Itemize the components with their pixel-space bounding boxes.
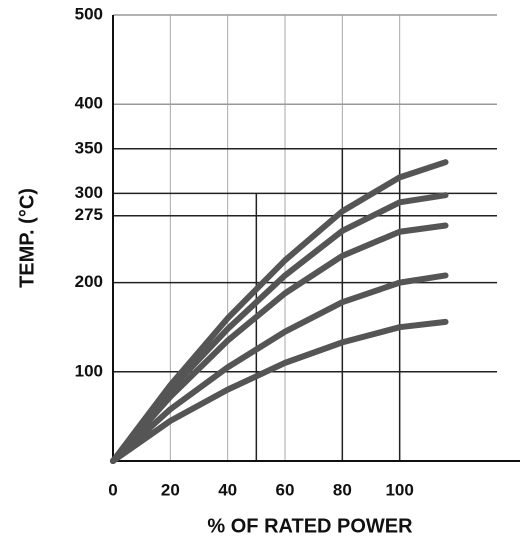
y-tick-label: 300 bbox=[75, 183, 103, 202]
x-tick-label: 80 bbox=[333, 480, 352, 499]
line-series bbox=[110, 192, 449, 464]
line-series bbox=[110, 318, 449, 464]
y-tick-label: 400 bbox=[75, 94, 103, 113]
y-tick-label: 275 bbox=[75, 205, 103, 224]
y-tick-label: 500 bbox=[75, 4, 103, 23]
y-tick-label: 200 bbox=[75, 272, 103, 291]
y-tick-label: 350 bbox=[75, 138, 103, 157]
x-tick-label: 20 bbox=[161, 480, 180, 499]
x-tick-label: 100 bbox=[385, 480, 413, 499]
line-series bbox=[110, 272, 449, 464]
line-series bbox=[110, 222, 449, 464]
x-tick-label: 60 bbox=[276, 480, 295, 499]
y-axis-label: TEMP. (°C) bbox=[16, 188, 38, 288]
y-tick-label: 100 bbox=[75, 361, 103, 380]
line-series bbox=[110, 159, 449, 464]
x-tick-label: 0 bbox=[108, 480, 117, 499]
x-axis-label: % OF RATED POWER bbox=[207, 515, 413, 537]
x-tick-label: 40 bbox=[218, 480, 237, 499]
